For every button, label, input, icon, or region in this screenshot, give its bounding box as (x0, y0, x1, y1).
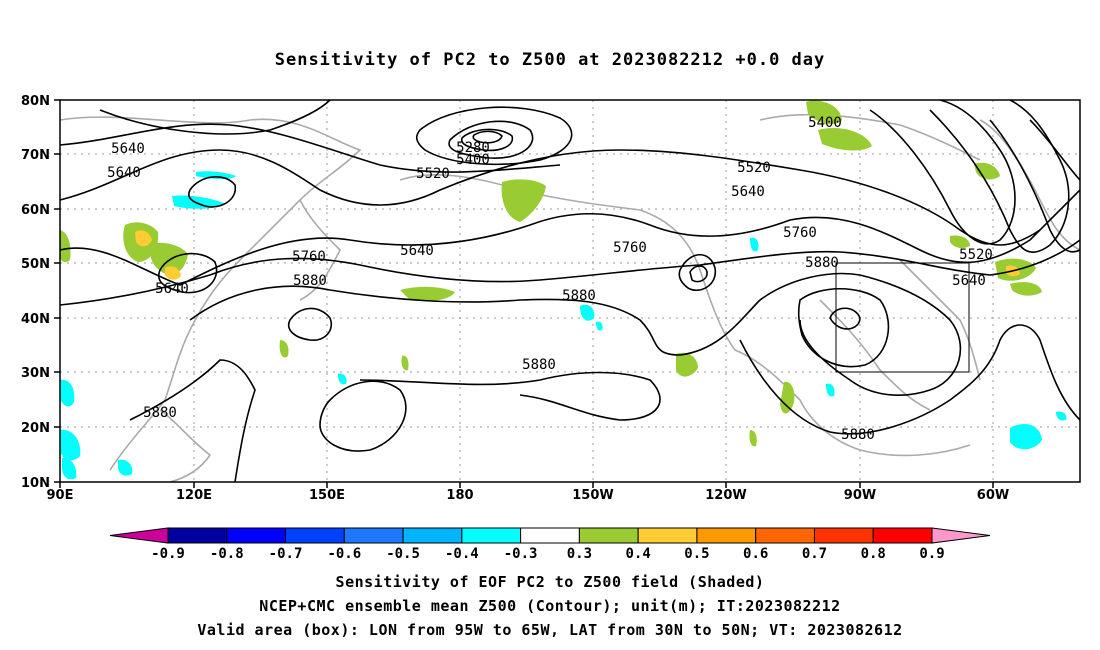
longitude-labels: 90E 120E 150E 180 150W 120W 90W 60W (47, 488, 1010, 503)
contour-label: 5640 (111, 141, 145, 157)
colorbar-swatch (813, 527, 874, 544)
lat-label: 70N (21, 148, 50, 163)
contour-label: 5760 (292, 249, 326, 265)
colorbar-label: 0.5 (684, 546, 709, 562)
colorbar-swatch (872, 527, 933, 544)
gridlines (60, 100, 1080, 482)
colorbar-label: 0.6 (743, 546, 768, 562)
colorbar-max-triangle (931, 527, 991, 544)
contour-label: 5520 (416, 166, 450, 182)
colorbar-label: 0.8 (861, 546, 886, 562)
lat-label: 40N (21, 312, 50, 327)
colorbar-label: -0.6 (327, 546, 361, 562)
footer-line-3: Valid area (box): LON from 95W to 65W, L… (197, 621, 903, 639)
footer-line-2: NCEP+CMC ensemble mean Z500 (Contour); u… (259, 597, 841, 615)
map-area (60, 100, 1080, 482)
lon-label: 60W (977, 488, 1009, 503)
contour-label: 5640 (731, 184, 765, 200)
lon-label: 180 (446, 488, 473, 503)
contour-label: 5880 (562, 288, 596, 304)
colorbar-min-triangle (109, 527, 169, 544)
contour-label: 5400 (808, 115, 842, 131)
contour-label: 5520 (737, 160, 771, 176)
colorbar-swatch (520, 527, 580, 544)
colorbar-swatch (343, 527, 404, 544)
colorbar-swatch (755, 527, 815, 544)
contour-label: 5640 (952, 273, 986, 289)
z500-contours (59, 99, 1081, 483)
colorbar: -0.9 -0.8 -0.7 -0.6 -0.5 -0.4 -0.3 0.3 0.4 0.5 0.6… (109, 527, 991, 562)
sensitivity-shading (60, 100, 1067, 480)
colorbar-label: -0.4 (445, 546, 479, 562)
colorbar-label: 0.7 (802, 546, 827, 562)
plot-title: Sensitivity of PC2 to Z500 at 2023082212… (274, 50, 826, 70)
coastlines (59, 113, 1081, 483)
contour-label: 5640 (400, 243, 434, 259)
lon-label: 120W (705, 488, 746, 503)
lat-label: 30N (21, 366, 50, 381)
lat-label: 20N (21, 421, 50, 436)
contour-label: 5880 (143, 405, 177, 421)
contour-label: 5520 (959, 247, 993, 263)
contour-label: 5880 (841, 427, 875, 443)
lat-label: 80N (21, 94, 50, 109)
lat-label: 50N (21, 257, 50, 272)
colorbar-swatch (637, 527, 698, 544)
latitude-labels: 80N 70N 60N 50N 40N 30N 20N 10N (21, 94, 50, 491)
footer-line-1: Sensitivity of EOF PC2 to Z500 field (Sh… (335, 573, 765, 591)
colorbar-label: -0.7 (269, 546, 303, 562)
colorbar-label: -0.9 (151, 546, 185, 562)
colorbar-swatch (578, 527, 639, 544)
colorbar-label: -0.5 (386, 546, 420, 562)
colorbar-label: 0.3 (567, 546, 592, 562)
colorbar-label: 0.4 (626, 546, 651, 562)
lon-label: 90W (844, 488, 876, 503)
colorbar-label: -0.8 (210, 546, 244, 562)
axis-ticks (54, 99, 994, 488)
valid-area-box (835, 262, 970, 373)
colorbar-swatch (461, 527, 522, 544)
contour-label: 5640 (155, 281, 189, 297)
lon-label: 120E (176, 488, 212, 503)
lat-label: 10N (21, 476, 50, 491)
contour-label: 5880 (293, 273, 327, 289)
colorbar-label: 0.9 (919, 546, 944, 562)
contour-label: 5880 (805, 255, 839, 271)
contour-label: 5280 (456, 140, 490, 156)
colorbar-swatch (402, 527, 463, 544)
colorbar-swatch (285, 527, 345, 544)
contour-label: 5760 (613, 240, 647, 256)
contour-label: 5760 (783, 225, 817, 241)
colorbar-label: -0.3 (504, 546, 538, 562)
colorbar-swatch (696, 527, 757, 544)
contour-label-group: 5640 5640 5640 5640 5760 5880 5880 5880 … (107, 115, 993, 443)
lon-label: 150W (572, 488, 613, 503)
contour-label: 5400 (456, 152, 490, 168)
lon-label: 90E (47, 488, 74, 503)
map-frame (59, 99, 1081, 483)
contour-label: 5640 (107, 165, 141, 181)
colorbar-swatch (226, 527, 287, 544)
lat-label: 60N (21, 203, 50, 218)
lon-label: 150E (309, 488, 345, 503)
colorbar-swatch (167, 527, 228, 544)
contour-label: 5880 (522, 357, 556, 373)
